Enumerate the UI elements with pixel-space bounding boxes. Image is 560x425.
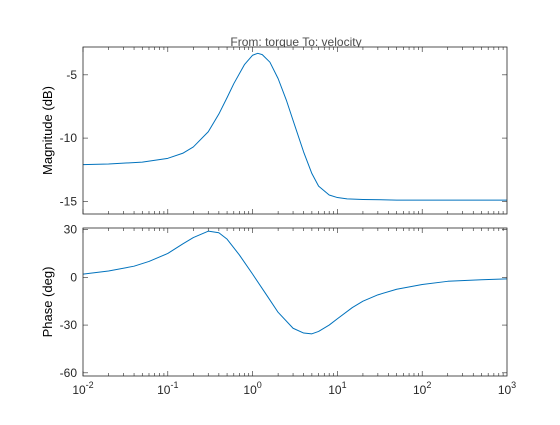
- phase-ylabel: Phase (deg): [40, 267, 55, 338]
- magnitude-panel: -15 -10 -5 Magnitude (dB): [40, 46, 508, 215]
- phase-y-tick-label: 30: [64, 223, 78, 237]
- phase-y-tick-label: -60: [60, 366, 78, 380]
- phase-series-line: [82, 230, 508, 335]
- magnitude-y-tick-label: -5: [66, 68, 77, 82]
- magnitude-ylabel: Magnitude (dB): [40, 86, 55, 175]
- phase-y-tick-label: 0: [70, 270, 77, 284]
- magnitude-y-tick-label: -10: [60, 131, 78, 145]
- phase-panel: -60 -30 0 30 Phase (deg): [40, 223, 508, 380]
- magnitude-series-line: [82, 52, 507, 201]
- magnitude-axes-box: [82, 46, 508, 215]
- magnitude-axes-background: [83, 47, 507, 214]
- magnitude-y-tick-label: -15: [60, 194, 78, 208]
- phase-axes-background: [83, 228, 507, 376]
- phase-y-tick-label: -30: [60, 318, 78, 332]
- plot-title: From: torque To: velocity: [230, 35, 361, 49]
- phase-axes-box: [82, 227, 508, 377]
